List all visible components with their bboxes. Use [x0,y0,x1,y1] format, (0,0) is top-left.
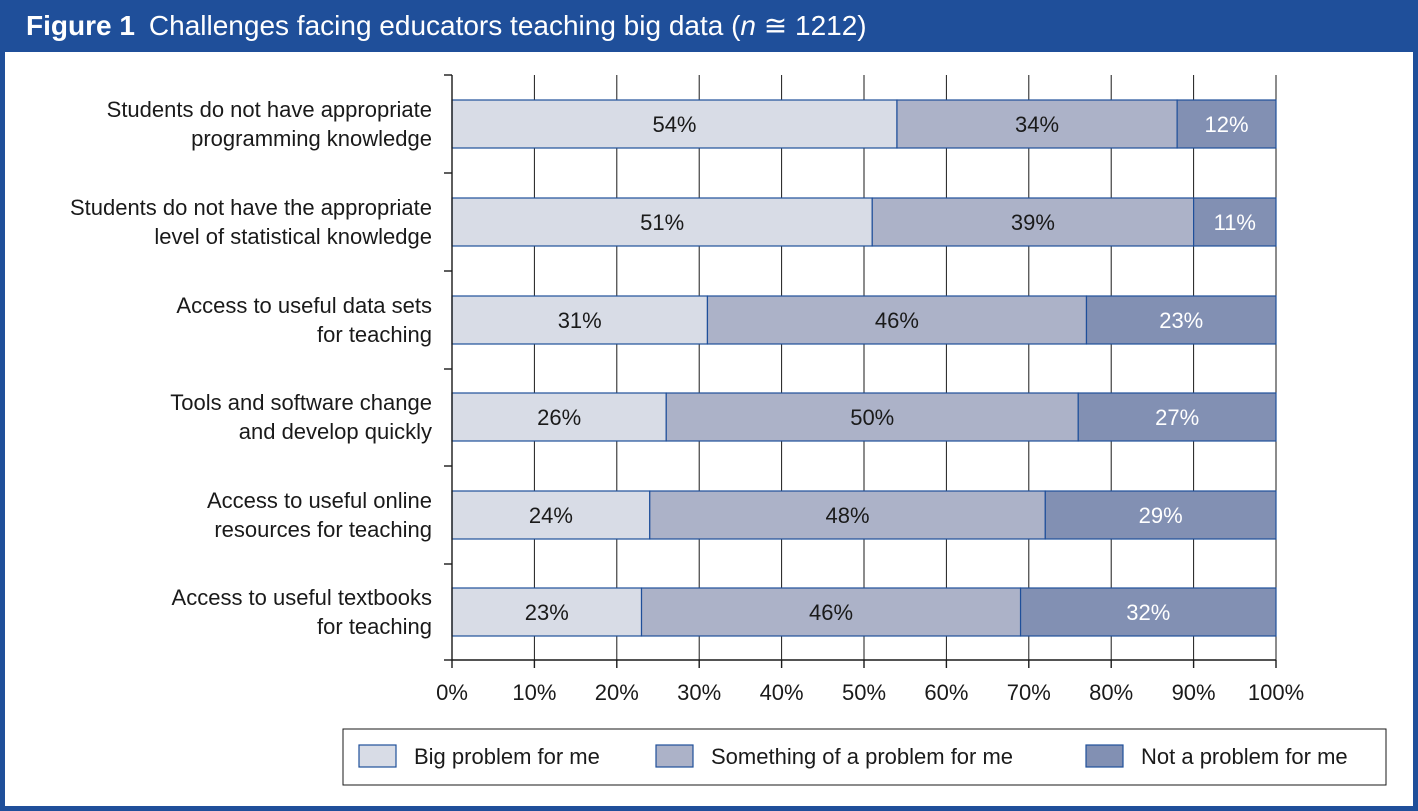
data-label: 48% [825,503,869,528]
data-label: 51% [640,210,684,235]
category-label: for teaching [317,614,432,639]
bar-big [451,99,898,149]
data-label: 23% [525,600,569,625]
legend-swatch-not [1085,744,1124,768]
legend-label: Big problem for me [414,744,600,769]
data-label: 50% [850,405,894,430]
category-label: programming knowledge [191,126,432,151]
figure-label: Figure 1 [26,10,135,41]
figure-title-rest: ≅ 1212) [756,10,867,41]
bar-big [451,197,873,247]
x-tick-labels: 0% 10% 20% 30% 40% 50% 60% 70% 80% 90% 100% [436,680,1304,705]
data-label: 31% [558,308,602,333]
bar-big [451,295,709,345]
legend: Big problem for me Something of a problem… [342,728,1387,786]
x-tick-label: 70% [1007,680,1051,705]
data-label: 24% [529,503,573,528]
data-label: 26% [537,405,581,430]
data-label: 32% [1126,600,1170,625]
data-label: 29% [1139,503,1183,528]
category-label: Tools and software change [170,390,432,415]
legend-label: Something of a problem for me [711,744,1013,769]
bar-not [1192,197,1277,247]
data-label: 46% [809,600,853,625]
bar-big [451,392,667,442]
category-label: resources for teaching [214,517,432,542]
figure-header: Figure 1 Challenges facing educators teac… [0,0,1418,52]
x-tick-label: 0% [436,680,468,705]
category-labels: Students do not have appropriate programm… [70,97,432,639]
legend-swatch-big [358,744,397,768]
legend-label: Not a problem for me [1141,744,1348,769]
x-tick-label: 20% [595,680,639,705]
category-label: Students do not have the appropriate [70,195,432,220]
bar-not [1044,490,1277,540]
bar-something [871,197,1195,247]
data-label: 12% [1205,112,1249,137]
x-tick-label: 80% [1089,680,1133,705]
bars: 54% 34% 12% 51% 39% 11% 31% 46% 23% 26% 50% 27% 24% 4… [451,99,1277,637]
category-label: and develop quickly [239,419,432,444]
x-tick-label: 30% [677,680,721,705]
category-label: Access to useful data sets [176,293,432,318]
x-tick-label: 60% [924,680,968,705]
data-label: 46% [875,308,919,333]
legend-box [342,728,1387,786]
gridlines [533,75,1277,660]
data-label: 23% [1159,308,1203,333]
x-tick-label: 10% [512,680,556,705]
data-label: 34% [1015,112,1059,137]
category-label: Students do not have appropriate [107,97,432,122]
bar-not [1085,295,1277,345]
bar-something [665,392,1079,442]
category-label: Access to useful online [207,488,432,513]
data-label: 27% [1155,405,1199,430]
x-tick-label: 100% [1248,680,1304,705]
bar-not [1077,392,1277,442]
bar-not [1019,587,1277,637]
bar-something [640,587,1022,637]
x-tick-label: 40% [760,680,804,705]
data-label: 11% [1214,210,1256,235]
category-label: level of statistical knowledge [154,224,432,249]
bar-big [451,587,643,637]
x-tick-label: 50% [842,680,886,705]
figure-title-n: n [740,10,756,41]
bar-not [1176,99,1277,149]
category-label: for teaching [317,322,432,347]
data-label: 39% [1011,210,1055,235]
legend-swatch-something [655,744,694,768]
axes [444,74,1277,668]
data-label: 54% [652,112,696,137]
figure-title: Challenges facing educators teaching big… [148,10,741,41]
category-label: Access to useful textbooks [172,585,432,610]
bar-something [706,295,1088,345]
x-tick-label: 90% [1172,680,1216,705]
